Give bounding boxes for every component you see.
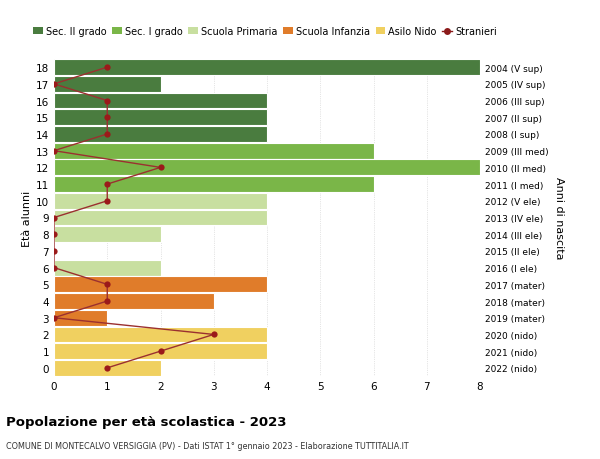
Bar <box>54 177 373 193</box>
Legend: Sec. II grado, Sec. I grado, Scuola Primaria, Scuola Infanzia, Asilo Nido, Stran: Sec. II grado, Sec. I grado, Scuola Prim… <box>29 23 500 41</box>
Bar <box>54 94 267 109</box>
Y-axis label: Anni di nascita: Anni di nascita <box>554 177 564 259</box>
Bar <box>54 277 267 293</box>
Bar <box>54 293 214 309</box>
Bar <box>54 160 480 176</box>
Bar <box>54 110 267 126</box>
Bar <box>54 77 161 93</box>
Bar <box>54 60 480 76</box>
Text: Popolazione per età scolastica - 2023: Popolazione per età scolastica - 2023 <box>6 415 287 428</box>
Text: COMUNE DI MONTECALVO VERSIGGIA (PV) - Dati ISTAT 1° gennaio 2023 - Elaborazione : COMUNE DI MONTECALVO VERSIGGIA (PV) - Da… <box>6 441 409 450</box>
Bar <box>54 210 267 226</box>
Bar <box>54 343 267 359</box>
Bar <box>54 260 161 276</box>
Bar <box>54 143 373 159</box>
Bar <box>54 227 161 243</box>
Bar <box>54 310 107 326</box>
Bar <box>54 327 267 342</box>
Bar <box>54 193 267 209</box>
Bar <box>54 127 267 143</box>
Y-axis label: Età alunni: Età alunni <box>22 190 32 246</box>
Bar <box>54 360 161 376</box>
